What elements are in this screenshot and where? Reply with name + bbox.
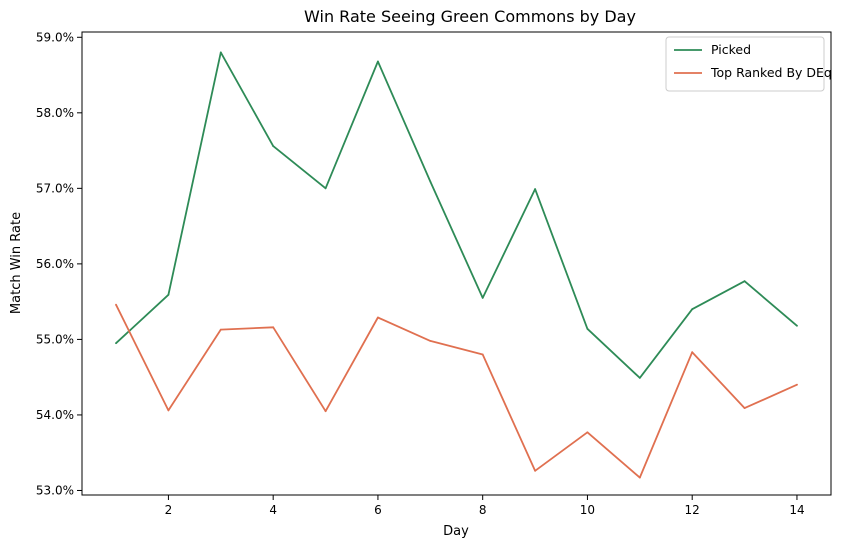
data-point <box>324 410 327 413</box>
plot-frame <box>81 31 832 496</box>
x-tick-label: 14 <box>789 503 804 517</box>
x-tick-label: 8 <box>479 503 487 517</box>
data-point <box>481 297 484 299</box>
data-point <box>324 187 327 190</box>
legend-label-1: Top Ranked By DEq <box>710 65 832 80</box>
plot-area <box>115 51 798 479</box>
data-point <box>429 180 432 183</box>
x-tick-label: 2 <box>165 503 173 517</box>
x-tick-label: 6 <box>374 503 382 517</box>
y-axis: 53.0% 54.0% 55.0% 56.0% 57.0% 58.0% 59.0% <box>36 30 82 497</box>
data-point <box>219 328 222 331</box>
data-point <box>115 303 117 306</box>
data-point <box>272 326 275 329</box>
x-tick-label: 4 <box>269 503 277 517</box>
legend-box <box>665 36 825 92</box>
data-point <box>534 469 536 472</box>
y-tick-label: 53.0% <box>36 483 74 497</box>
y-tick-label: 57.0% <box>36 181 74 195</box>
legend-label-0: Picked <box>711 42 751 57</box>
data-point <box>429 340 432 342</box>
data-point <box>586 327 589 330</box>
x-tick-label: 10 <box>580 503 595 517</box>
data-point <box>377 316 379 319</box>
data-point <box>586 431 589 434</box>
data-point <box>743 280 746 283</box>
data-point <box>115 342 117 345</box>
x-axis: 2 4 6 8 10 12 14 <box>165 495 805 517</box>
x-tick-label: 12 <box>685 503 700 517</box>
data-point <box>167 409 170 412</box>
y-tick-label: 59.0% <box>36 30 74 44</box>
data-point <box>167 293 170 296</box>
data-point <box>796 383 798 386</box>
data-point <box>219 51 222 54</box>
data-point <box>691 308 694 311</box>
y-tick-label: 55.0% <box>36 332 74 346</box>
data-point <box>796 324 798 327</box>
y-tick-label: 56.0% <box>36 257 74 271</box>
chart-title: Win Rate Seeing Green Commons by Day <box>304 7 636 26</box>
data-point <box>534 188 536 191</box>
data-point <box>272 145 275 148</box>
data-point <box>638 377 641 379</box>
legend: Picked Top Ranked By DEq <box>665 36 832 92</box>
series-line-0 <box>115 51 798 379</box>
data-point <box>638 476 641 479</box>
data-point <box>481 353 484 356</box>
y-tick-label: 54.0% <box>36 408 74 422</box>
data-point <box>377 60 379 63</box>
data-point <box>743 407 746 409</box>
x-axis-label: Day <box>443 524 469 539</box>
data-point <box>691 351 694 354</box>
series-line-1 <box>115 304 798 479</box>
y-tick-label: 58.0% <box>36 106 74 120</box>
y-axis-label: Match Win Rate <box>9 212 24 314</box>
